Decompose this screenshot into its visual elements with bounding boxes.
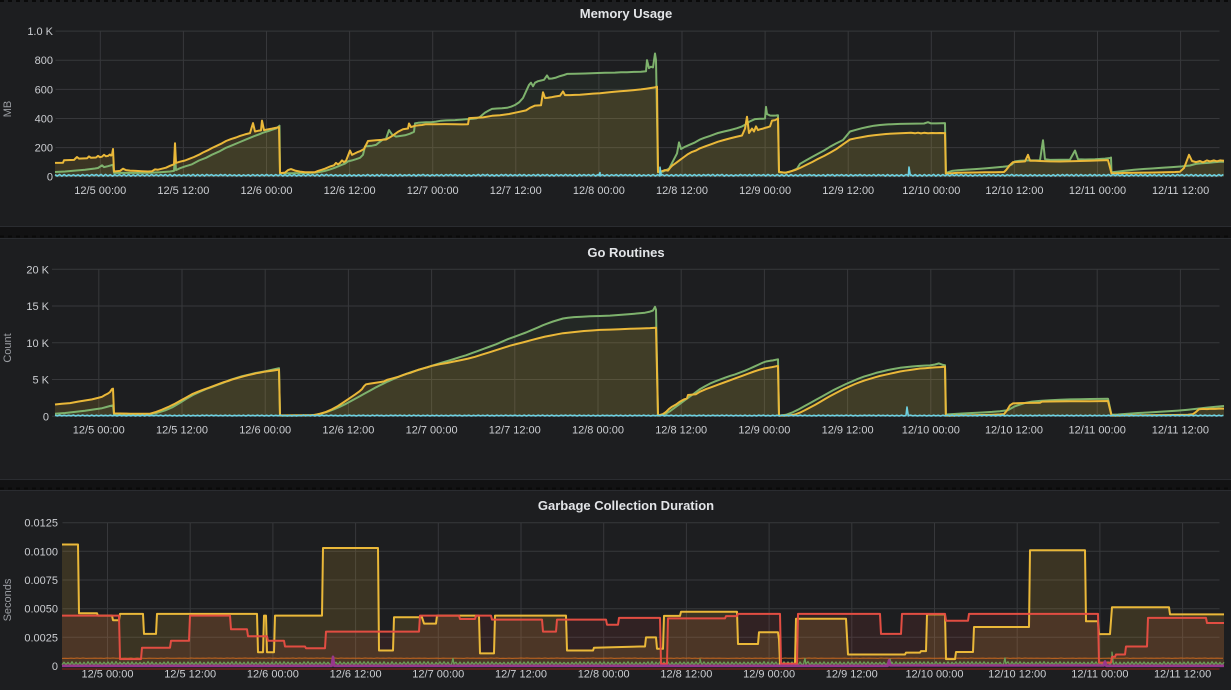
svg-text:12/11 00:00: 12/11 00:00: [1071, 669, 1128, 681]
svg-text:0.0050: 0.0050: [24, 604, 58, 616]
svg-text:12/11 00:00: 12/11 00:00: [1069, 185, 1126, 197]
svg-text:12/11 12:00: 12/11 12:00: [1152, 425, 1209, 437]
svg-text:Garbage Collection Duration: Garbage Collection Duration: [538, 498, 714, 513]
svg-text:0.0075: 0.0075: [24, 575, 58, 587]
svg-text:1.0 K: 1.0 K: [27, 26, 53, 38]
svg-text:12/8 00:00: 12/8 00:00: [572, 425, 624, 437]
svg-text:12/6 12:00: 12/6 12:00: [330, 669, 382, 681]
svg-text:0: 0: [52, 661, 58, 673]
svg-text:12/7 00:00: 12/7 00:00: [412, 669, 464, 681]
svg-text:12/7 12:00: 12/7 12:00: [489, 425, 541, 437]
svg-text:12/9 12:00: 12/9 12:00: [822, 185, 874, 197]
svg-text:0.0025: 0.0025: [24, 632, 58, 644]
svg-text:12/6 12:00: 12/6 12:00: [324, 185, 376, 197]
svg-text:12/9 00:00: 12/9 00:00: [738, 425, 790, 437]
svg-text:12/9 12:00: 12/9 12:00: [822, 425, 874, 437]
svg-text:12/6 00:00: 12/6 00:00: [247, 669, 299, 681]
svg-text:12/9 12:00: 12/9 12:00: [826, 669, 878, 681]
svg-text:12/9 00:00: 12/9 00:00: [743, 669, 795, 681]
svg-text:10 K: 10 K: [26, 338, 49, 350]
svg-text:12/8 12:00: 12/8 12:00: [656, 185, 708, 197]
svg-text:12/10 00:00: 12/10 00:00: [902, 185, 960, 197]
svg-text:Seconds: Seconds: [2, 578, 14, 621]
svg-text:12/10 12:00: 12/10 12:00: [988, 669, 1046, 681]
svg-text:Go Routines: Go Routines: [587, 245, 664, 260]
svg-text:200: 200: [35, 143, 53, 155]
svg-text:12/10 12:00: 12/10 12:00: [985, 185, 1043, 197]
svg-text:5 K: 5 K: [32, 375, 49, 387]
svg-text:12/6 00:00: 12/6 00:00: [241, 185, 293, 197]
svg-text:12/8 12:00: 12/8 12:00: [655, 425, 707, 437]
svg-text:12/10 00:00: 12/10 00:00: [905, 669, 963, 681]
svg-text:20 K: 20 K: [26, 264, 49, 276]
svg-text:MB: MB: [2, 101, 14, 118]
svg-text:12/5 12:00: 12/5 12:00: [156, 425, 208, 437]
svg-text:12/7 00:00: 12/7 00:00: [406, 425, 458, 437]
svg-text:12/8 00:00: 12/8 00:00: [573, 185, 625, 197]
svg-text:600: 600: [35, 84, 53, 96]
svg-text:15 K: 15 K: [26, 301, 49, 313]
svg-text:12/8 00:00: 12/8 00:00: [578, 669, 630, 681]
svg-text:12/5 00:00: 12/5 00:00: [73, 425, 125, 437]
svg-text:0.0125: 0.0125: [24, 518, 58, 530]
svg-text:12/8 12:00: 12/8 12:00: [660, 669, 712, 681]
svg-text:Count: Count: [2, 333, 14, 362]
svg-text:12/11 12:00: 12/11 12:00: [1152, 185, 1209, 197]
svg-text:12/5 00:00: 12/5 00:00: [74, 185, 126, 197]
svg-text:12/7 12:00: 12/7 12:00: [495, 669, 547, 681]
svg-text:12/6 00:00: 12/6 00:00: [239, 425, 291, 437]
svg-text:12/9 00:00: 12/9 00:00: [739, 185, 791, 197]
svg-text:800: 800: [35, 55, 53, 67]
svg-text:12/10 00:00: 12/10 00:00: [902, 425, 960, 437]
svg-text:12/7 00:00: 12/7 00:00: [407, 185, 459, 197]
svg-text:0: 0: [43, 411, 49, 423]
svg-text:12/5 00:00: 12/5 00:00: [82, 669, 134, 681]
svg-text:400: 400: [35, 114, 53, 126]
svg-text:12/7 12:00: 12/7 12:00: [490, 185, 542, 197]
svg-text:12/5 12:00: 12/5 12:00: [164, 669, 216, 681]
svg-text:0: 0: [47, 172, 53, 184]
svg-text:12/10 12:00: 12/10 12:00: [985, 425, 1043, 437]
svg-text:12/5 12:00: 12/5 12:00: [157, 185, 209, 197]
svg-text:Memory Usage: Memory Usage: [580, 6, 672, 21]
svg-text:12/11 12:00: 12/11 12:00: [1154, 669, 1211, 681]
svg-text:12/6 12:00: 12/6 12:00: [322, 425, 374, 437]
svg-text:12/11 00:00: 12/11 00:00: [1069, 425, 1126, 437]
svg-text:0.0100: 0.0100: [24, 546, 58, 558]
